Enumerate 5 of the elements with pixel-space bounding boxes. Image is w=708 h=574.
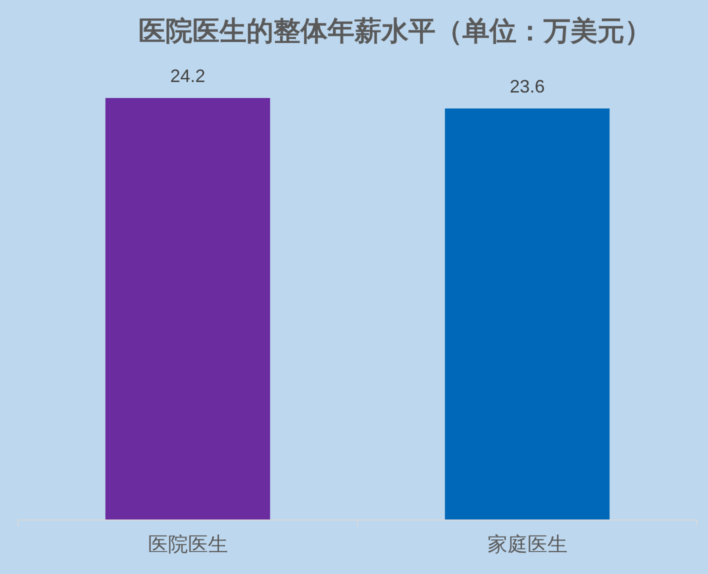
x-tick-label: 医院医生	[148, 534, 228, 556]
data-label: 23.6	[510, 76, 545, 96]
chart-title: 医院医生的整体年薪水平（单位：万美元）	[138, 16, 652, 46]
x-tick-label: 家庭医生	[487, 534, 568, 556]
data-label: 24.2	[170, 66, 206, 86]
